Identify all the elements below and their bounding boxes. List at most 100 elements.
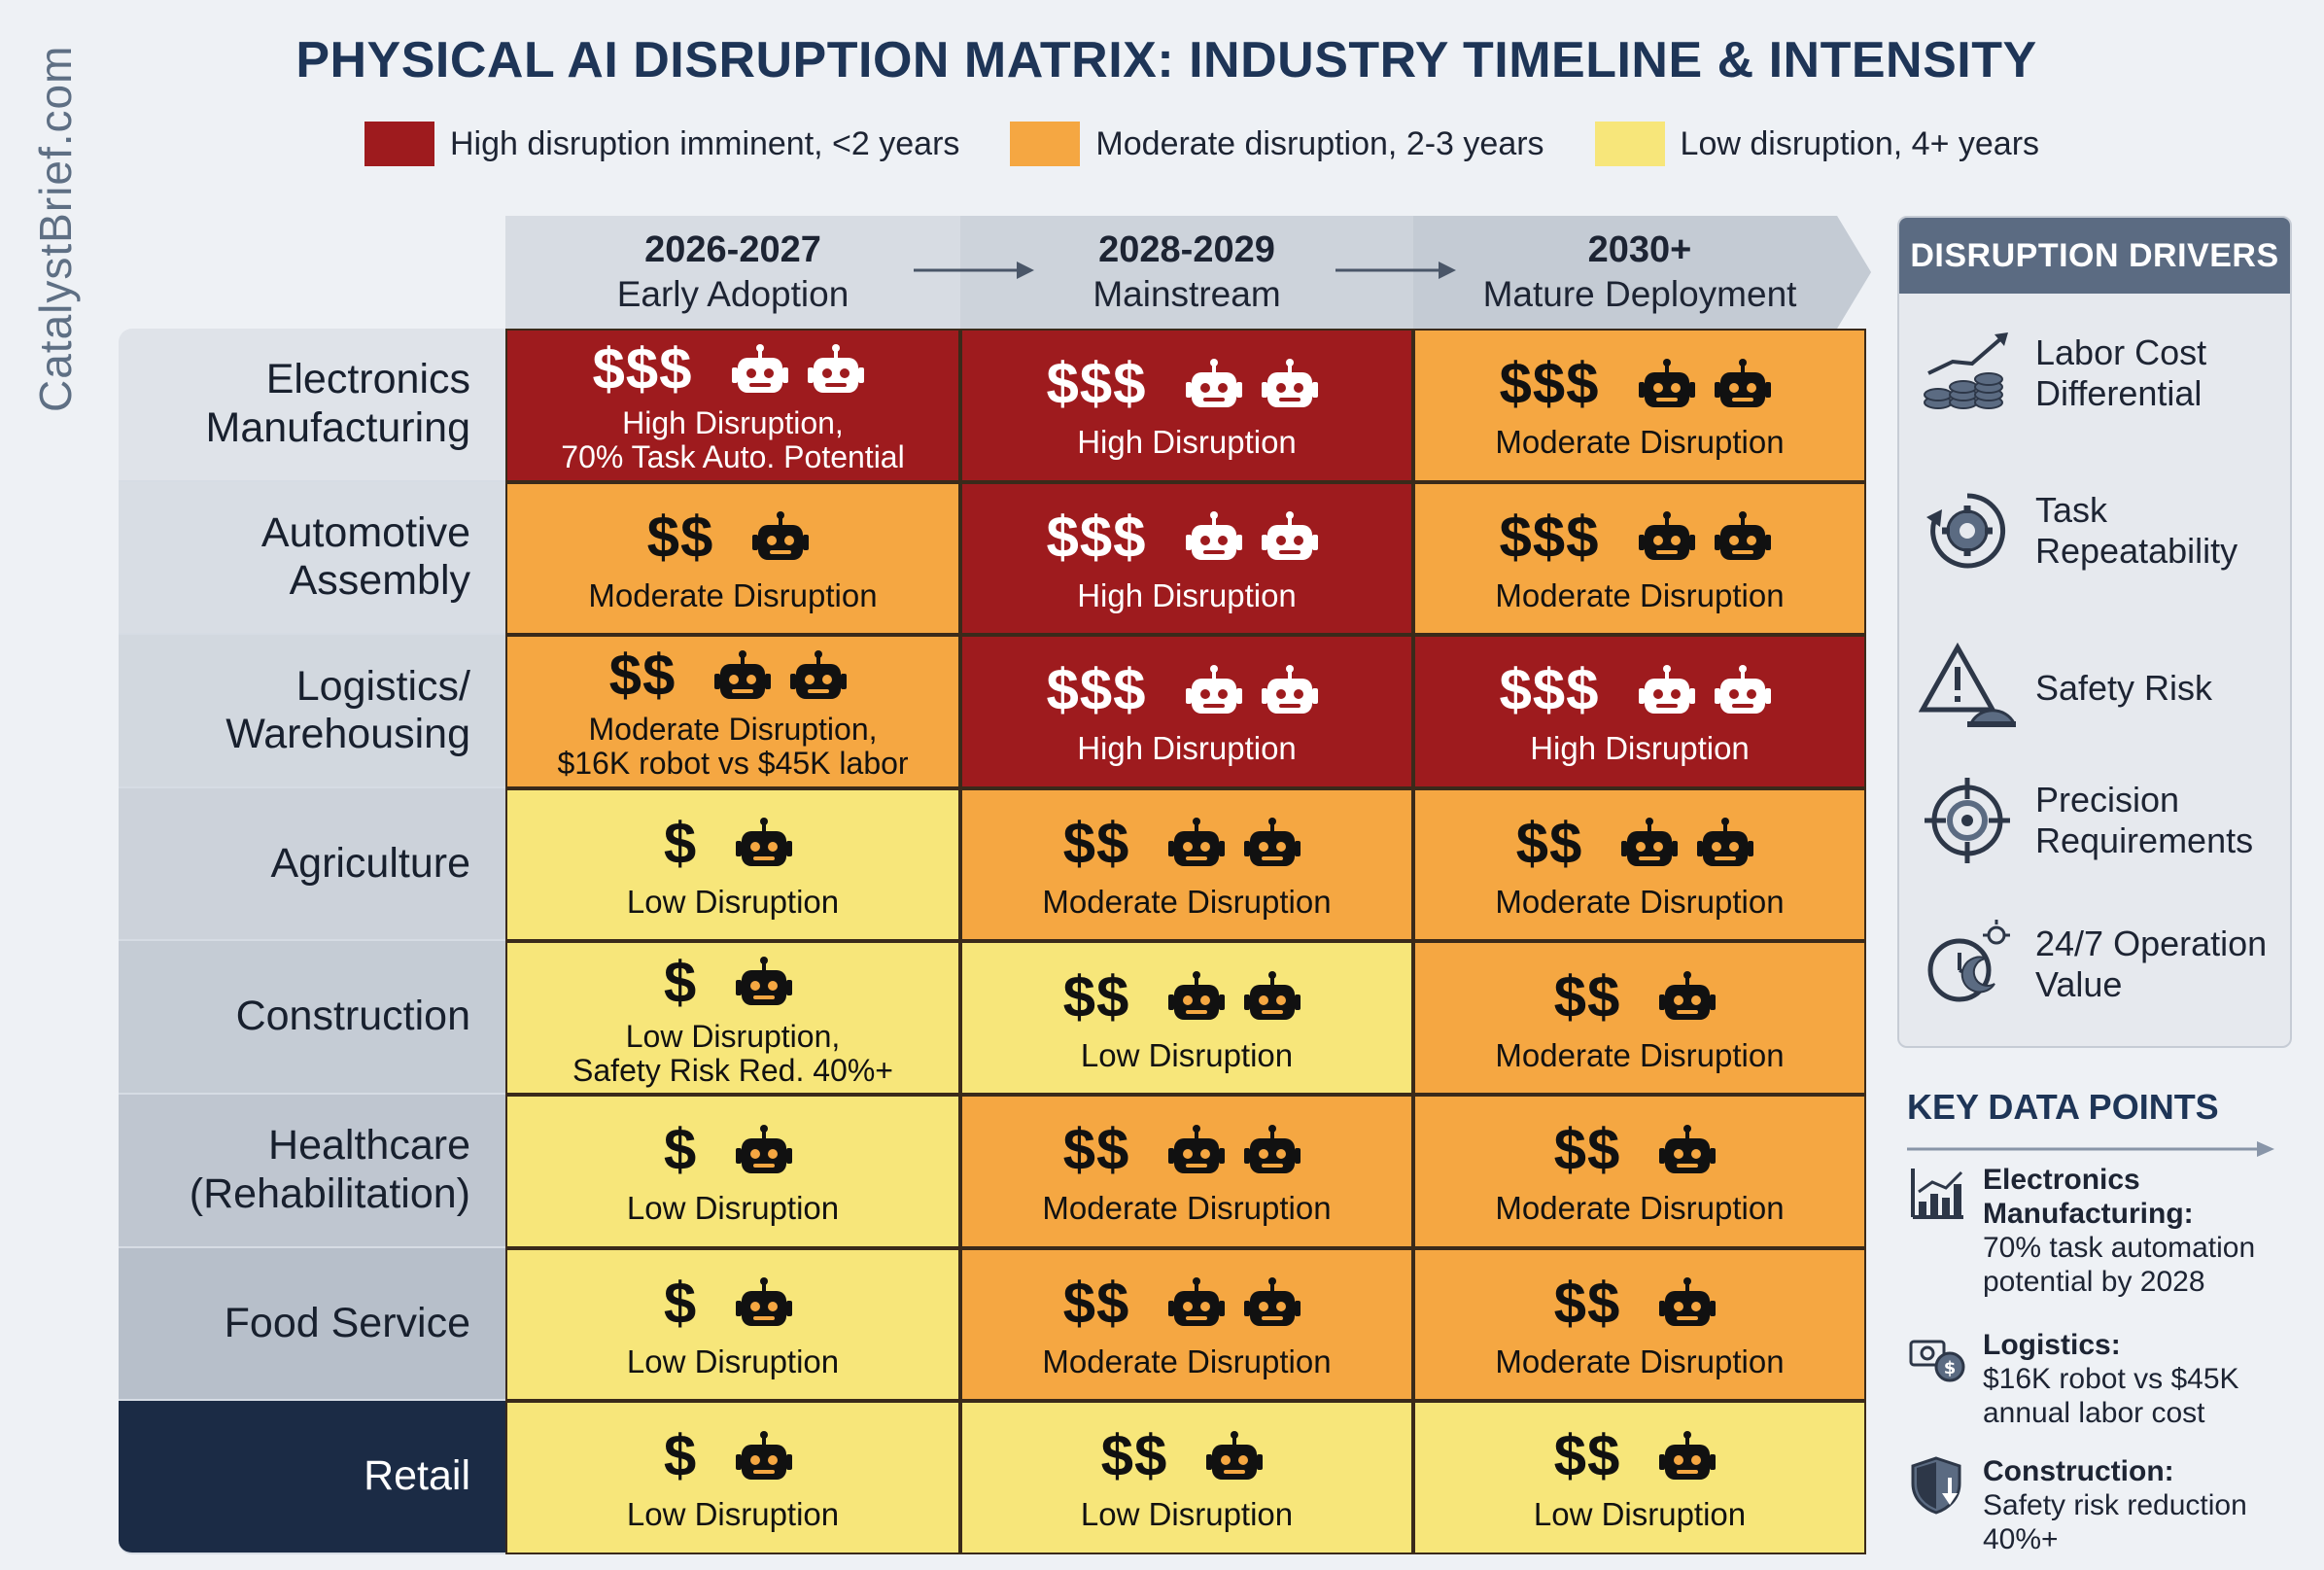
driver-24-7: 24/7 Operation Value [1899, 906, 2288, 1023]
cost-level: $$ [1515, 810, 1583, 876]
cost-level: $$ [1100, 1423, 1168, 1489]
legend-item-low: Low disruption, 4+ years [1594, 122, 2039, 166]
disruption-label: High Disruption [1077, 576, 1297, 613]
svg-text:$: $ [1944, 1358, 1957, 1378]
cost-level: $$ [646, 504, 714, 570]
disruption-label: Low Disruption [1080, 1036, 1294, 1073]
driver-task-repeatability: Task Repeatability [1899, 472, 2288, 589]
disruption-label: High Disruption [1077, 730, 1297, 767]
robot-icon [1261, 664, 1318, 714]
row-label: Retail [119, 1401, 507, 1554]
robot-icon [1261, 358, 1318, 407]
cost-level: $ [663, 949, 698, 1015]
robot-icon [736, 1124, 793, 1173]
matrix-cell-high: $$$ High Disruption [1413, 635, 1866, 788]
cost-level: $$$ [1046, 351, 1147, 417]
matrix-cell-moderate: $$ Moderate Disruption [960, 1247, 1413, 1402]
robot-icon [1168, 1124, 1226, 1173]
cell-icons: $$ [647, 504, 819, 571]
robot-icon [736, 1430, 793, 1480]
cell-icons: $ [664, 949, 802, 1016]
robot-icon [1659, 971, 1717, 1021]
bar-chart-icon [1911, 1169, 1963, 1219]
disruption-label: Moderate Disruption [1042, 1343, 1332, 1379]
cell-icons: $$ [1554, 1116, 1726, 1183]
key-data-logistics: $ Logistics: $16K robot vs $45K annual l… [1907, 1328, 2296, 1430]
watermark: CatalystBrief.com [30, 45, 81, 412]
driver-label: 24/7 Operation Value [2035, 923, 2268, 1004]
page-title: PHYSICAL AI DISRUPTION MATRIX: INDUSTRY … [295, 32, 2037, 88]
robot-icon [1244, 1277, 1301, 1327]
matrix-cell-high: $$$ High Disruption [960, 329, 1413, 482]
cell-icons: $$$ [1046, 504, 1327, 571]
legend-label-high: High disruption imminent, <2 years [450, 124, 960, 162]
matrix-cell-high: $$$ High Disruption [960, 635, 1413, 788]
disruption-label: Moderate Disruption [588, 576, 878, 613]
driver-label: Task Repeatability [2035, 489, 2238, 571]
robot-icon [1168, 818, 1226, 867]
cost-level: $ [663, 1270, 698, 1336]
key-data-construction: Construction: Safety risk reduction 40%+ [1907, 1454, 2296, 1556]
robot-icon [1638, 358, 1695, 407]
disruption-label: Low Disruption [626, 1190, 840, 1227]
row-label: Healthcare (Rehabilitation) [119, 1095, 507, 1248]
matrix-cell-high: $$$ High Disruption [960, 481, 1413, 636]
cost-level: $ [663, 1423, 698, 1489]
shield-down-icon [1911, 1456, 1961, 1515]
driver-labor-cost: Labor Cost Differential [1899, 315, 2288, 432]
disruption-label: Moderate Disruption [1495, 1036, 1785, 1073]
matrix-cell-low: $ Low Disruption [505, 1095, 960, 1248]
column-year: 2026-2027 [644, 229, 821, 270]
row-label: Agriculture [119, 787, 507, 942]
robot-icon [1659, 1277, 1717, 1327]
disruption-label: High Disruption, 70% Task Auto. Potentia… [561, 405, 905, 475]
matrix-cell-moderate: $$$ Moderate Disruption [1413, 481, 1866, 636]
robot-icon [1638, 664, 1695, 714]
legend-swatch-moderate [1010, 122, 1081, 166]
cell-icons: $$ [1101, 1422, 1273, 1489]
cell-icons: $$$ [1499, 350, 1780, 417]
disruption-label: Low Disruption, Safety Risk Red. 40%+ [572, 1018, 893, 1088]
robot-icon [736, 818, 793, 867]
matrix-cell-low: $$ Low Disruption [960, 1401, 1413, 1554]
row-label-text: Agriculture [270, 839, 470, 887]
matrix-cell-low: $$ Low Disruption [1413, 1401, 1866, 1554]
robot-icon [1168, 1277, 1226, 1327]
disruption-label: Moderate Disruption [1495, 1190, 1785, 1227]
matrix-cell-moderate: $$ Moderate Disruption [1413, 787, 1866, 942]
cost-level: $ [663, 810, 698, 876]
cell-icons: $ [664, 1270, 802, 1337]
column-phase: Mainstream [1093, 273, 1281, 314]
legend-item-high: High disruption imminent, <2 years [364, 122, 959, 166]
cost-level: $$ [1553, 1270, 1621, 1336]
robot-icon [1659, 1430, 1717, 1480]
robot-icon [807, 343, 864, 393]
disruption-label: Moderate Disruption [1042, 1190, 1332, 1227]
disruption-label: Low Disruption [626, 1496, 840, 1533]
column-year: 2030+ [1587, 229, 1692, 270]
matrix-cell-low: $ Low Disruption [505, 787, 960, 942]
robot-icon [1185, 358, 1242, 407]
key-data-head: Electronics Manufacturing: [1983, 1164, 2194, 1231]
cell-icons: $$ [1516, 810, 1764, 877]
cell-icons: $$ [1063, 1270, 1311, 1337]
disruption-label: High Disruption [1077, 424, 1297, 461]
legend-swatch-low [1594, 122, 1665, 166]
timeline-arrow-icon [914, 262, 1034, 279]
key-data-electronics: Electronics Manufacturing: 70% task auto… [1907, 1163, 2296, 1299]
row-label-text: Healthcare (Rehabilitation) [189, 1122, 470, 1217]
matrix-cell-moderate: $$ Moderate Disruption, $16K robot vs $45… [505, 635, 960, 788]
matrix-cell-moderate: $$ Moderate Disruption [1413, 1247, 1866, 1402]
driver-label: Labor Cost Differential [2035, 331, 2207, 413]
money-compare-icon: $ [1909, 1340, 1965, 1382]
disruption-label: Low Disruption [626, 1343, 840, 1379]
robot-icon [1714, 511, 1771, 561]
key-data-body: Safety risk reduction 40%+ [1983, 1489, 2247, 1556]
driver-label: Safety Risk [2035, 667, 2213, 708]
robot-icon [1621, 818, 1679, 867]
robot-icon [790, 649, 848, 699]
row-label: Electronics Manufacturing [119, 329, 507, 482]
cost-level: $$ [1553, 1117, 1621, 1183]
robot-icon [736, 957, 793, 1005]
cell-icons: $$ [1554, 963, 1726, 1030]
